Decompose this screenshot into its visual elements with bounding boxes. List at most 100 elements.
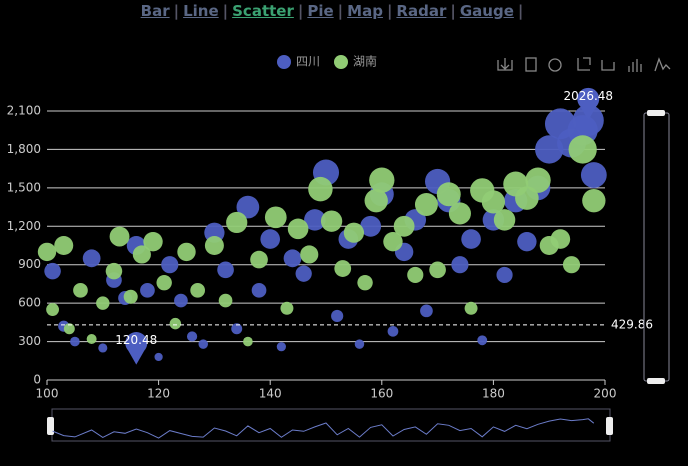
save-icon[interactable] — [497, 58, 513, 71]
nav-separator: | — [297, 2, 304, 20]
chart: 四川 湖南 0 300 600 900 1,200 1,500 1,800 2,100 100 120… — [7, 54, 671, 442]
nav-link[interactable]: Line — [183, 2, 219, 20]
toolbox — [497, 57, 671, 72]
point — [320, 210, 343, 232]
y-zoom-handle[interactable] — [647, 110, 665, 116]
nav-link[interactable]: Bar — [140, 2, 170, 20]
point — [143, 231, 163, 252]
x-zoom-handle[interactable] — [47, 417, 54, 435]
point — [231, 323, 243, 335]
nav-link[interactable]: Pie — [307, 2, 334, 20]
point — [580, 162, 607, 188]
nav-separator: | — [222, 2, 229, 20]
point — [123, 289, 138, 304]
point — [436, 182, 461, 207]
point — [190, 283, 205, 298]
y-zoom-slider — [643, 112, 670, 382]
y-zoom-handle[interactable] — [647, 378, 665, 384]
point — [295, 265, 312, 282]
point — [98, 343, 108, 353]
point — [86, 334, 97, 344]
y-tick-label: 1,800 — [7, 142, 41, 156]
point — [96, 296, 110, 310]
point — [218, 293, 233, 308]
line-icon[interactable] — [654, 57, 671, 72]
nav-link[interactable]: Radar — [396, 2, 447, 20]
point — [226, 211, 248, 234]
nav-separator: | — [450, 2, 456, 20]
point — [357, 274, 373, 291]
y-tick-label: 300 — [18, 334, 41, 348]
point — [334, 260, 352, 277]
point — [420, 304, 433, 318]
point — [496, 266, 513, 284]
y-tick-label: 1,200 — [7, 219, 41, 233]
legend-label: 湖南 — [353, 54, 377, 69]
point — [515, 186, 539, 210]
data-view-icon[interactable] — [525, 57, 537, 72]
restore-icon[interactable] — [548, 58, 562, 72]
point — [562, 256, 581, 274]
point — [169, 317, 182, 330]
point — [464, 301, 478, 315]
zoom-icon[interactable] — [577, 57, 591, 71]
point — [154, 352, 163, 362]
point — [174, 293, 188, 308]
y-tick-label: 1,500 — [7, 180, 41, 194]
point — [204, 236, 224, 255]
point — [517, 231, 537, 252]
point — [236, 195, 260, 219]
point — [383, 231, 403, 252]
x-zoom-preview — [52, 418, 595, 439]
nav-link[interactable]: Gauge — [459, 2, 514, 20]
bar-icon[interactable] — [628, 59, 642, 72]
point — [343, 222, 365, 243]
point — [109, 226, 130, 247]
point — [535, 135, 564, 164]
x-tick-label: 200 — [594, 387, 617, 401]
y-tick-label: 0 — [33, 373, 41, 387]
point — [37, 242, 57, 262]
nav-link[interactable]: Map — [347, 2, 383, 20]
nav-link[interactable]: Scatter — [232, 2, 294, 20]
point — [360, 215, 382, 237]
point — [264, 206, 287, 229]
x-tick-label: 140 — [259, 387, 282, 401]
point — [414, 193, 438, 216]
point — [276, 342, 286, 352]
point — [70, 336, 80, 347]
point — [156, 274, 172, 291]
point — [283, 249, 302, 268]
point — [177, 242, 196, 262]
point — [280, 301, 294, 315]
point — [63, 323, 75, 335]
point — [243, 336, 253, 347]
point — [568, 135, 597, 164]
x-tick-label: 120 — [147, 387, 170, 401]
point — [481, 190, 506, 214]
x-tick-label: 160 — [370, 387, 393, 401]
y-tick-label: 600 — [18, 296, 41, 310]
point — [44, 262, 61, 280]
nav-separator: | — [517, 2, 524, 20]
point — [105, 262, 123, 280]
legend-label: 四川 — [296, 55, 320, 69]
point — [364, 189, 388, 213]
point — [493, 209, 516, 231]
point — [198, 339, 208, 349]
point — [525, 167, 551, 193]
point — [132, 245, 151, 264]
point — [46, 303, 59, 316]
point — [82, 249, 101, 268]
zoom-back-icon[interactable] — [601, 60, 615, 71]
x-zoom-slider — [51, 408, 611, 442]
nav-bar: Bar | Line | Scatter | Pie | Map | Radar | Gauge | — [0, 2, 668, 20]
y-tick-label: 900 — [18, 257, 41, 271]
mark-line-label: 429.86 — [611, 317, 653, 331]
point — [300, 245, 319, 264]
point — [448, 202, 471, 225]
point — [250, 250, 268, 269]
x-zoom-handle[interactable] — [606, 417, 613, 435]
point — [429, 261, 446, 279]
